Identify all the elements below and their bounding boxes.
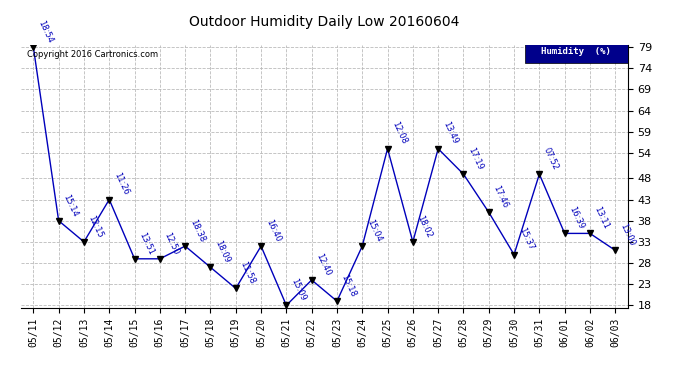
Text: 11:58: 11:58 [239,260,257,286]
Text: 15:09: 15:09 [289,277,307,303]
Text: 12:15: 12:15 [87,214,105,239]
Text: 15:14: 15:14 [61,193,79,218]
Text: Humidity  (%): Humidity (%) [542,47,611,56]
Text: 18:54: 18:54 [36,19,55,44]
Text: 18:38: 18:38 [188,217,206,243]
Text: 18:02: 18:02 [415,214,434,239]
Text: 13:11: 13:11 [593,205,611,231]
Text: 16:40: 16:40 [264,218,282,243]
Text: 15:04: 15:04 [365,218,383,243]
Text: 13:51: 13:51 [137,231,155,256]
Text: 15:37: 15:37 [517,226,535,252]
Text: 11:26: 11:26 [112,171,130,197]
Text: 13:00: 13:00 [618,222,636,248]
Text: 12:50: 12:50 [163,231,181,256]
Text: 17:46: 17:46 [491,184,510,210]
FancyBboxPatch shape [524,40,628,63]
Text: 13:49: 13:49 [441,120,459,146]
Text: 12:08: 12:08 [391,120,408,146]
Text: Outdoor Humidity Daily Low 20160604: Outdoor Humidity Daily Low 20160604 [189,15,460,29]
Text: 15:18: 15:18 [339,273,358,298]
Text: 17:19: 17:19 [466,146,484,171]
Text: Copyright 2016 Cartronics.com: Copyright 2016 Cartronics.com [27,50,158,59]
Text: 07:52: 07:52 [542,146,560,171]
Text: 12:40: 12:40 [315,252,333,277]
Text: 16:39: 16:39 [567,205,586,231]
Text: 18:09: 18:09 [213,239,231,264]
